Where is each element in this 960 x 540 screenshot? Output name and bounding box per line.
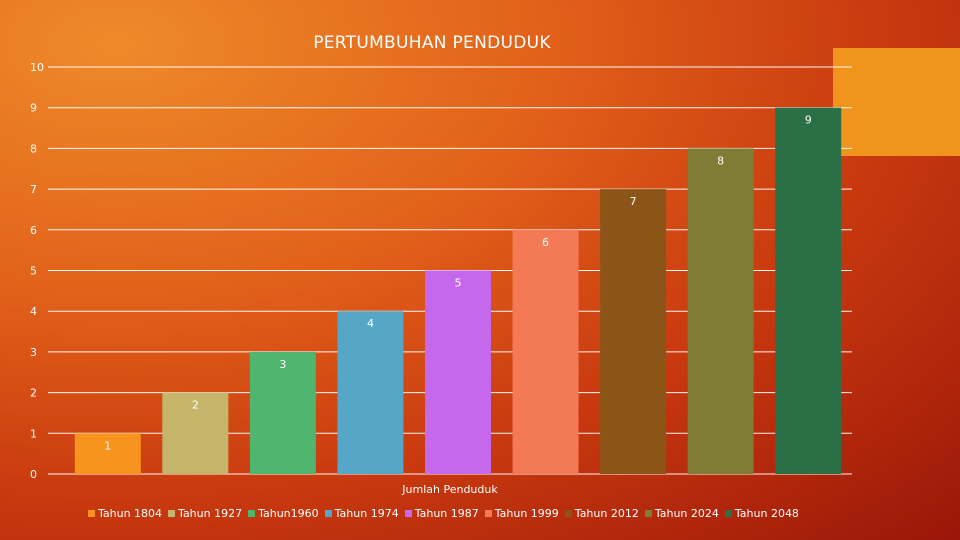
bar-tahun-2048 (775, 107, 842, 474)
data-label: 9 (805, 114, 812, 127)
y-tick-label: 3 (30, 346, 37, 359)
legend-item: Tahun 1974 (324, 507, 399, 520)
y-tick-label: 4 (30, 305, 37, 318)
legend-swatch (88, 510, 95, 517)
y-tick-label: 8 (30, 142, 37, 155)
legend: Tahun 1804 Tahun 1927 Tahun1960 Tahun 1974 T… (88, 507, 799, 520)
legend-item: Tahun 1927 (168, 507, 242, 520)
legend-label: Tahun 2048 (734, 507, 799, 520)
bar-tahun-1927 (162, 392, 229, 474)
legend-label: Tahun 2024 (654, 507, 719, 520)
legend-item: Tahun 2024 (644, 507, 719, 520)
legend-swatch (248, 510, 256, 517)
y-tick-label: 0 (30, 468, 37, 481)
data-label: 4 (367, 317, 374, 330)
y-tick-label: 10 (30, 61, 44, 74)
legend-label: Tahun 1974 (334, 507, 399, 520)
y-tick-label: 7 (30, 183, 37, 196)
y-axis-ticks: 0 1 2 3 4 5 6 7 8 9 10 (30, 61, 44, 481)
bar-tahun-2024 (687, 148, 754, 474)
legend-item: Tahun1960 (248, 507, 319, 520)
x-axis-title: Jumlah Penduduk (401, 483, 498, 496)
legend-label: Tahun 1999 (494, 507, 559, 520)
bar-tahun-1999 (512, 229, 579, 474)
bar-tahun-2012 (600, 189, 667, 474)
legend-swatch (484, 510, 492, 517)
legend-swatch (724, 510, 732, 517)
data-label: 5 (455, 277, 462, 290)
legend-label: Tahun 1987 (414, 507, 479, 520)
legend-item: Tahun 1804 (88, 507, 162, 520)
data-label: 2 (192, 399, 199, 412)
data-label: 6 (542, 236, 549, 249)
chart-title: PERTUMBUHAN PENDUDUK (313, 33, 551, 53)
decorative-accent-block (833, 48, 960, 156)
y-tick-label: 2 (30, 387, 37, 400)
y-tick-label: 6 (30, 224, 37, 237)
legend-swatch (564, 510, 572, 517)
bar-tahun-1804 (74, 433, 141, 474)
bar-tahun-1974 (337, 311, 404, 474)
legend-label: Tahun 1804 (98, 507, 163, 520)
bars (74, 107, 842, 474)
data-label: 1 (104, 439, 111, 452)
bar-tahun-1987 (425, 270, 491, 474)
data-label: 8 (717, 154, 724, 167)
y-tick-label: 1 (30, 427, 37, 440)
legend-label: Tahun 1927 (178, 507, 243, 520)
y-tick-label: 9 (30, 102, 37, 115)
legend-item: Tahun 1999 (484, 507, 559, 520)
legend-label: Tahun1960 (258, 507, 319, 520)
legend-item: Tahun 1987 (404, 507, 479, 520)
data-label: 7 (630, 195, 637, 208)
data-labels: 1 2 3 4 5 6 7 8 9 (104, 114, 811, 453)
legend-swatch (324, 510, 332, 517)
data-label: 3 (279, 358, 286, 371)
legend-swatch (404, 510, 412, 517)
legend-swatch (644, 510, 652, 517)
legend-swatch (168, 510, 176, 517)
legend-label: Tahun 2012 (574, 507, 639, 520)
bar-tahun1960 (249, 351, 316, 474)
y-tick-label: 5 (30, 265, 37, 278)
legend-item: Tahun 2012 (564, 507, 639, 520)
legend-item: Tahun 2048 (724, 507, 799, 520)
